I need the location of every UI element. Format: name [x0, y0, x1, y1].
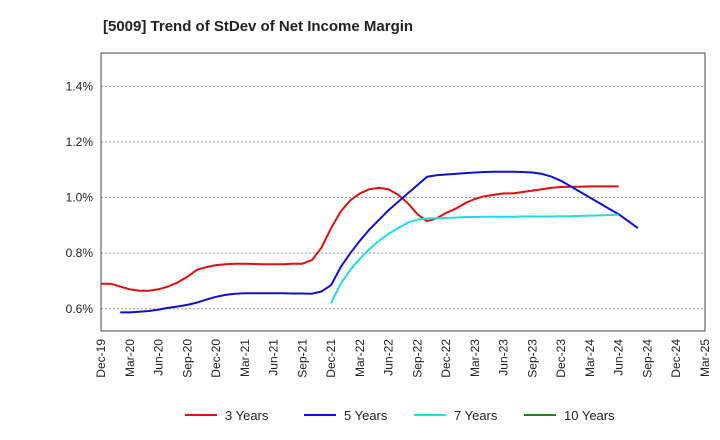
y-tick-label: 0.8% [66, 246, 94, 260]
legend: 3 Years 5 Years 7 Years 10 Years [185, 408, 615, 423]
x-tick-label: Sep-23 [525, 339, 539, 378]
x-tick-label: Jun-24 [612, 339, 626, 376]
legend-label: 3 Years [225, 408, 269, 423]
x-tick-label: Mar-25 [698, 339, 712, 377]
axes [100, 52, 706, 332]
x-tick-label: Jun-21 [267, 339, 281, 376]
x-tick-label: Sep-24 [640, 339, 654, 378]
series-lines [101, 170, 639, 314]
x-tick-label: Dec-23 [554, 339, 568, 378]
x-tick-label: Jun-20 [152, 339, 166, 376]
x-tick-label: Jun-23 [497, 339, 511, 376]
x-tick-label: Sep-20 [180, 339, 194, 378]
x-tick-label: Mar-20 [123, 339, 137, 377]
legend-label: 5 Years [344, 408, 388, 423]
x-tick-label: Mar-23 [468, 339, 482, 377]
plot-frame [100, 52, 706, 332]
x-tick-label: Sep-21 [295, 339, 309, 378]
x-tick-label: Mar-24 [583, 339, 597, 377]
chart-title: [5009] Trend of StDev of Net Income Marg… [103, 18, 413, 35]
series-line-2 [330, 213, 619, 304]
x-tick-label: Dec-24 [669, 339, 683, 378]
legend-label: 10 Years [564, 408, 615, 423]
x-tick-label: Dec-20 [209, 339, 223, 378]
series-line-0 [101, 185, 619, 292]
x-tick-label: Mar-22 [353, 339, 367, 377]
x-tick-label: Dec-21 [324, 339, 338, 378]
x-tick-label: Jun-22 [382, 339, 396, 376]
y-tick-label: 1.0% [66, 191, 94, 205]
x-tick-label: Dec-22 [439, 339, 453, 378]
y-axis-tick-labels: 0.6% 0.8% 1.0% 1.2% 1.4% [66, 79, 94, 315]
x-tick-label: Sep-22 [410, 339, 424, 378]
y-tick-label: 1.4% [66, 79, 94, 93]
y-tick-label: 0.6% [66, 302, 94, 316]
y-tick-label: 1.2% [66, 135, 94, 149]
series-line-1 [120, 170, 639, 314]
legend-label: 7 Years [454, 408, 498, 423]
x-tick-label: Dec-19 [94, 339, 108, 378]
x-tick-label: Mar-21 [238, 339, 252, 377]
x-axis-tick-labels: Dec-19 Mar-20 Jun-20 Sep-20 Dec-20 Mar-21 Jun-… [94, 339, 712, 378]
